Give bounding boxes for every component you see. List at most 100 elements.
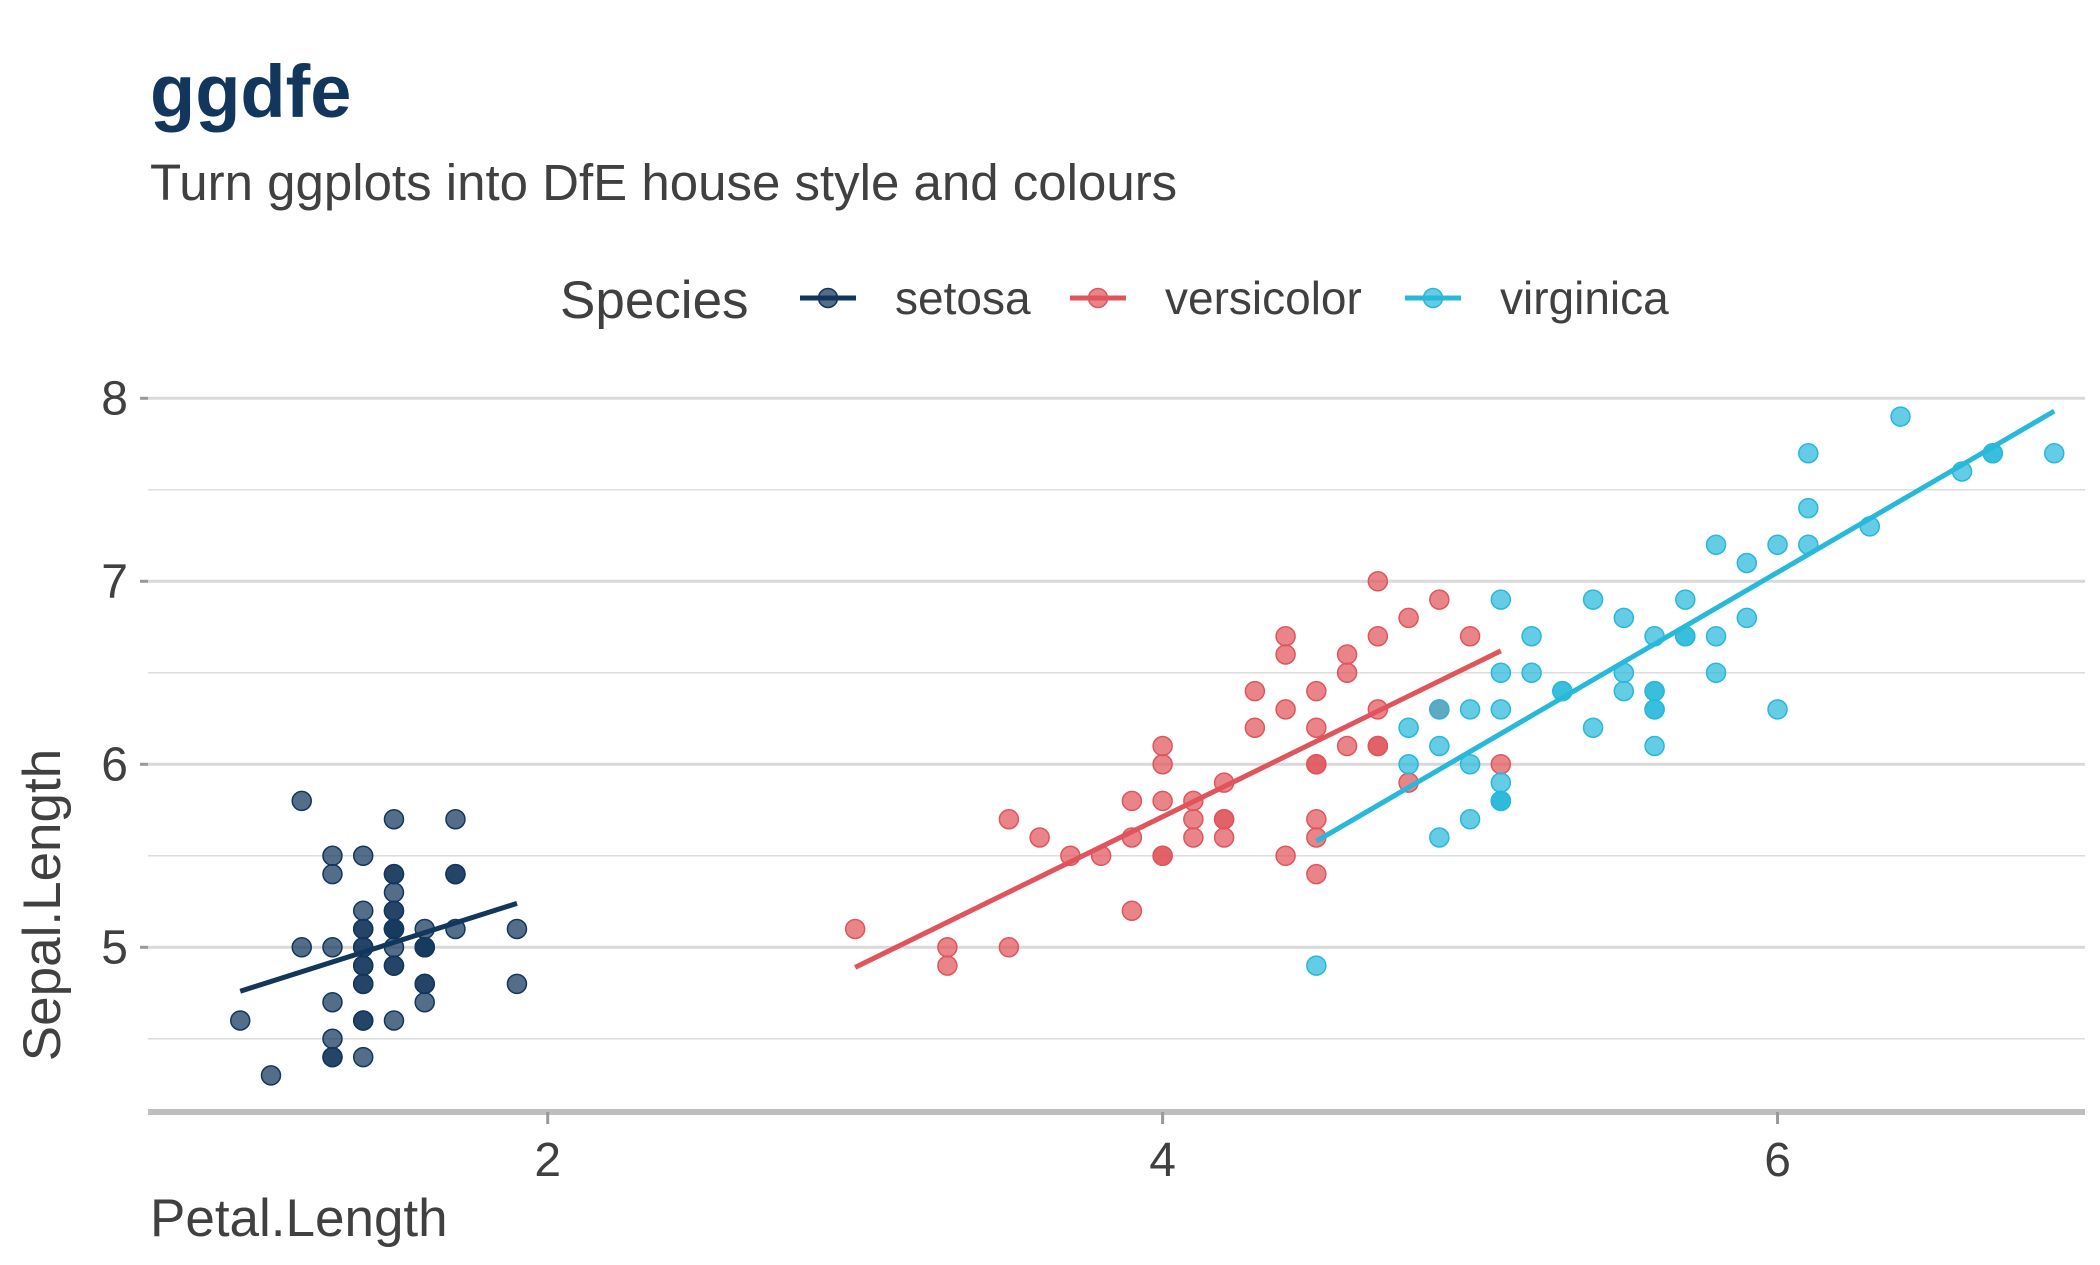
data-point-versicolor xyxy=(1275,845,1296,867)
data-point-virginica xyxy=(1644,699,1665,720)
data-point-versicolor xyxy=(1306,863,1327,885)
legend-label: versicolor xyxy=(1165,272,1362,324)
data-point-versicolor xyxy=(1121,790,1143,812)
data-point-virginica xyxy=(1705,662,1727,684)
data-point-versicolor xyxy=(937,937,958,958)
data-point-setosa xyxy=(352,918,374,940)
data-point-virginica xyxy=(1459,754,1481,775)
data-point-versicolor xyxy=(998,808,1020,830)
data-point-setosa xyxy=(383,955,405,976)
data-point-setosa xyxy=(414,991,435,1013)
y-axis-label: Sepal.Length xyxy=(13,749,72,1061)
data-point-versicolor xyxy=(1275,644,1296,665)
data-point-versicolor xyxy=(1183,827,1204,848)
data-point-virginica xyxy=(1736,607,1758,629)
data-point-versicolor xyxy=(1029,827,1050,848)
data-point-versicolor xyxy=(1336,644,1358,665)
x-axis-label: Petal.Length xyxy=(150,1189,448,1248)
data-point-virginica xyxy=(1705,625,1727,647)
x-tick-label: 2 xyxy=(534,1134,561,1187)
data-point-virginica xyxy=(1429,735,1450,757)
series-setosa xyxy=(229,790,528,1086)
data-point-setosa xyxy=(322,845,343,867)
data-point-setosa xyxy=(383,863,405,885)
data-point-setosa xyxy=(322,937,343,958)
data-point-setosa xyxy=(352,1010,374,1031)
axes: 5 6 7 8 2 4 6 xyxy=(101,372,2085,1187)
chart-title: ggdfe xyxy=(150,50,351,133)
data-point-virginica xyxy=(1459,699,1481,720)
data-point-setosa xyxy=(352,973,374,995)
data-point-setosa xyxy=(445,863,466,885)
legend-key-point xyxy=(1422,287,1444,309)
data-point-virginica xyxy=(1306,955,1327,976)
data-point-versicolor xyxy=(1306,754,1327,775)
trend-line-virginica xyxy=(1315,408,2056,844)
data-point-virginica xyxy=(1490,699,1512,720)
data-point-versicolor xyxy=(1336,735,1358,757)
data-point-versicolor xyxy=(1244,717,1266,738)
data-point-setosa xyxy=(414,973,435,995)
data-series xyxy=(229,406,2065,1086)
legend-title: Species xyxy=(560,271,749,330)
data-point-setosa xyxy=(352,955,374,976)
data-point-setosa xyxy=(506,918,528,940)
data-point-setosa xyxy=(291,937,312,958)
data-point-versicolor xyxy=(1244,680,1266,702)
y-tick-label: 7 xyxy=(101,555,128,608)
data-point-virginica xyxy=(1490,662,1512,684)
data-point-versicolor xyxy=(937,955,958,976)
data-point-virginica xyxy=(1767,534,1788,555)
data-point-versicolor xyxy=(1152,754,1173,775)
legend-label: setosa xyxy=(895,272,1031,324)
data-point-setosa xyxy=(383,1010,405,1031)
data-point-setosa xyxy=(506,973,528,995)
chart-subtitle: Turn ggplots into DfE house style and co… xyxy=(150,154,1177,211)
data-point-versicolor xyxy=(1306,680,1327,702)
data-point-setosa xyxy=(322,991,343,1013)
data-point-virginica xyxy=(1613,680,1635,702)
data-point-setosa xyxy=(445,808,466,830)
data-point-virginica xyxy=(1767,699,1788,720)
data-point-versicolor xyxy=(1275,699,1296,720)
data-point-versicolor xyxy=(1152,790,1173,812)
data-point-versicolor xyxy=(1213,808,1235,830)
data-point-virginica xyxy=(1705,534,1727,555)
legend-item-setosa: setosa xyxy=(800,272,1031,324)
data-point-setosa xyxy=(383,900,405,921)
data-point-virginica xyxy=(1459,808,1481,830)
data-point-versicolor xyxy=(1306,808,1327,830)
data-point-virginica xyxy=(1429,827,1450,848)
data-point-versicolor xyxy=(1183,808,1204,830)
data-point-virginica xyxy=(2044,442,2065,464)
data-point-virginica xyxy=(1429,699,1450,720)
trend-line-setosa xyxy=(239,900,518,994)
data-point-virginica xyxy=(1398,717,1419,738)
legend-item-virginica: virginica xyxy=(1405,272,1669,324)
data-point-versicolor xyxy=(1367,735,1389,757)
gridlines xyxy=(148,396,2085,1040)
data-point-virginica xyxy=(1582,717,1604,738)
y-tick-label: 6 xyxy=(101,738,128,791)
data-point-virginica xyxy=(1798,442,1819,464)
data-point-setosa xyxy=(414,937,435,958)
legend: Species setosa versicolor virginica xyxy=(560,271,1669,330)
data-point-versicolor xyxy=(1152,735,1173,757)
data-point-versicolor xyxy=(1275,625,1296,647)
data-point-versicolor xyxy=(844,918,866,940)
data-point-setosa xyxy=(383,808,405,830)
data-point-versicolor xyxy=(1213,827,1235,848)
trend-line-versicolor xyxy=(854,648,1502,970)
data-point-virginica xyxy=(1490,772,1512,793)
data-point-setosa xyxy=(260,1065,282,1086)
data-point-setosa xyxy=(383,882,405,903)
data-point-virginica xyxy=(1644,680,1665,702)
data-point-versicolor xyxy=(1398,607,1419,629)
data-point-virginica xyxy=(1398,754,1419,775)
data-point-setosa xyxy=(229,1010,251,1031)
x-tick-label: 6 xyxy=(1764,1134,1791,1187)
data-point-setosa xyxy=(322,1046,343,1068)
